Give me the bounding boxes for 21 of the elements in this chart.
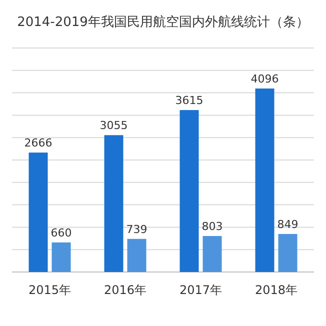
data-label: 2666 [24, 136, 52, 150]
chart-title: 2014-2019年我国民用航空国内外航线统计（条） [17, 15, 309, 30]
x-tick-label: 2015年 [28, 283, 72, 297]
data-label: 849 [277, 218, 298, 231]
bar [52, 242, 71, 272]
data-label: 4096 [250, 72, 279, 86]
data-label: 3615 [175, 94, 204, 108]
bar [255, 88, 274, 272]
bar [202, 236, 222, 272]
bar [127, 238, 146, 272]
data-label: 739 [126, 222, 148, 236]
bar [180, 110, 199, 272]
data-label: 660 [50, 226, 72, 240]
x-tick-label: 2018年 [254, 283, 298, 297]
data-label: 3055 [100, 119, 128, 132]
bar [28, 152, 48, 272]
bar [278, 234, 298, 272]
data-label: 803 [202, 220, 223, 234]
x-tick-label: 2017年 [179, 283, 222, 297]
x-tick-label: 2016年 [104, 283, 147, 297]
bar [104, 135, 124, 272]
